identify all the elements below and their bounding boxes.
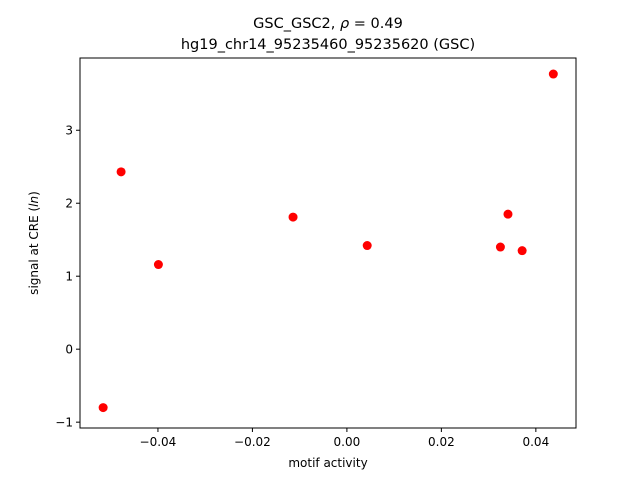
x-tick-label-4: 0.02 — [428, 435, 455, 449]
y-axis-ticks: −1 0 1 2 3 — [55, 124, 80, 430]
data-point-1 — [98, 403, 108, 413]
plot-area-frame — [79, 57, 577, 429]
y-tick-label-2: 0 — [65, 343, 73, 357]
y-tick-label-3: 1 — [65, 270, 73, 284]
y-tick-label-5: 3 — [65, 124, 73, 138]
x-tick-label-1: −0.04 — [140, 435, 177, 449]
y-tick-label-1: −1 — [55, 416, 73, 430]
chart-title-line1: GSC_GSC2, ρ = 0.49 — [253, 16, 403, 32]
data-point-8 — [517, 246, 527, 256]
x-tick-label-5: 0.04 — [522, 435, 549, 449]
data-points — [98, 69, 558, 413]
y-tick-label-4: 2 — [65, 197, 73, 211]
x-tick-label-3: 0.00 — [334, 435, 361, 449]
data-point-6 — [495, 242, 505, 252]
y-axis-label: signal at CRE (ln) — [27, 191, 41, 295]
data-point-7 — [503, 209, 513, 219]
x-tick-label-2: −0.02 — [234, 435, 271, 449]
data-point-4 — [288, 212, 298, 222]
x-axis-ticks: −0.04 −0.02 0.00 0.02 0.04 — [140, 428, 549, 449]
data-point-9 — [548, 69, 558, 79]
data-point-3 — [153, 260, 163, 270]
data-point-2 — [116, 167, 126, 177]
x-axis-label: motif activity — [288, 456, 367, 470]
data-point-5 — [362, 241, 372, 251]
chart-title-line2: hg19_chr14_95235460_95235620 (GSC) — [181, 37, 475, 53]
